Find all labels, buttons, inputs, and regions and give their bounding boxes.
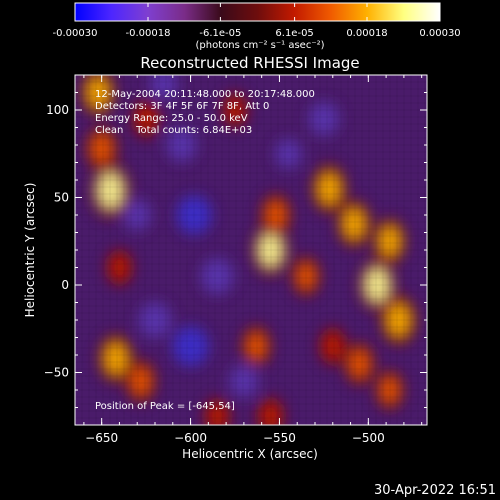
hot-core [111,255,128,280]
y-tick-label: 50 [54,191,69,205]
colorbar-tick-label: 6.1e-05 [275,28,313,39]
hot-core [137,106,155,132]
y-tick-label: 100 [46,103,69,117]
hot-core [324,333,342,359]
annotation-detectors: Detectors: 3F 4F 5F 6F 7F 8F, Att 0 [95,101,269,112]
annotation-energy-range: Energy Range: 25.0 - 50.0 keV [95,113,248,124]
footer-timestamp: 30-Apr-2022 16:51 [374,483,496,498]
cold-region [172,326,209,367]
cold-region [138,301,172,339]
chart-title: Reconstructed RHESSI Image [140,54,359,72]
cold-region [149,75,178,100]
hot-core [91,134,112,163]
y-tick-label: −50 [44,366,69,380]
colorbar-ticks: -0.00030 -0.00018 -6.1e-05 6.1e-05 0.00018 0.… [53,3,461,39]
peak-position-label: Position of Peak = [-645,54] [95,401,235,412]
hot-core [209,404,226,425]
hot-core [349,349,369,378]
x-tick-label: −550 [263,431,296,445]
x-tick-label: −650 [85,431,118,445]
cold-region [229,365,259,398]
hot-core [98,172,123,209]
cold-region [274,139,302,169]
x-axis: −650 −600 −550 −500 [83,75,423,445]
cold-region [123,199,152,231]
hot-core [365,268,389,302]
hot-core [387,303,410,337]
x-tick-label: −500 [352,431,385,445]
y-axis: −50 0 50 100 [44,92,427,408]
hot-core [262,403,280,425]
hot-core [87,77,109,108]
cold-region [166,128,197,162]
colorbar-units-label: (photons cm⁻² s⁻¹ asec⁻²) [195,40,324,51]
cold-region [176,195,212,235]
pixel-grid-layer [75,75,427,425]
colorbar-tick-label: -0.00030 [53,28,98,39]
colorbar-tick-label: 0.00030 [419,28,460,39]
y-tick-label: 0 [61,278,69,292]
hot-core [105,342,127,375]
plot-area [75,75,427,425]
hot-core [297,263,315,290]
colorbar-tick-label: -0.00018 [126,28,171,39]
hot-core [227,98,243,122]
info-annotations: 12-May-2004 20:11:48.000 to 20:17:48.000… [95,89,315,136]
annotation-time-range: 12-May-2004 20:11:48.000 to 20:17:48.000 [95,89,315,100]
hot-core [380,377,399,403]
hot-core [318,173,341,205]
hot-core [343,208,365,239]
hot-core [259,233,282,267]
heatmap-layer [81,75,417,425]
hot-core [247,332,266,360]
y-axis-label: Heliocentric Y (arcsec) [23,183,37,318]
colorbar-tick-label: -6.1e-05 [199,28,241,39]
colorbar-gradient [74,2,441,22]
cold-region [308,102,340,136]
cold-region [200,258,234,295]
hot-core [131,367,151,396]
x-axis-label: Heliocentric X (arcsec) [182,447,318,461]
hot-core [266,201,286,229]
hot-core [379,226,400,256]
annotation-clean-counts: Clean Total counts: 6.84E+03 [95,125,252,136]
colorbar: -0.00030 -0.00018 -6.1e-05 6.1e-05 0.00018 0.… [53,2,461,51]
colorbar-tick-label: 0.00018 [346,28,387,39]
x-tick-label: −600 [174,431,207,445]
